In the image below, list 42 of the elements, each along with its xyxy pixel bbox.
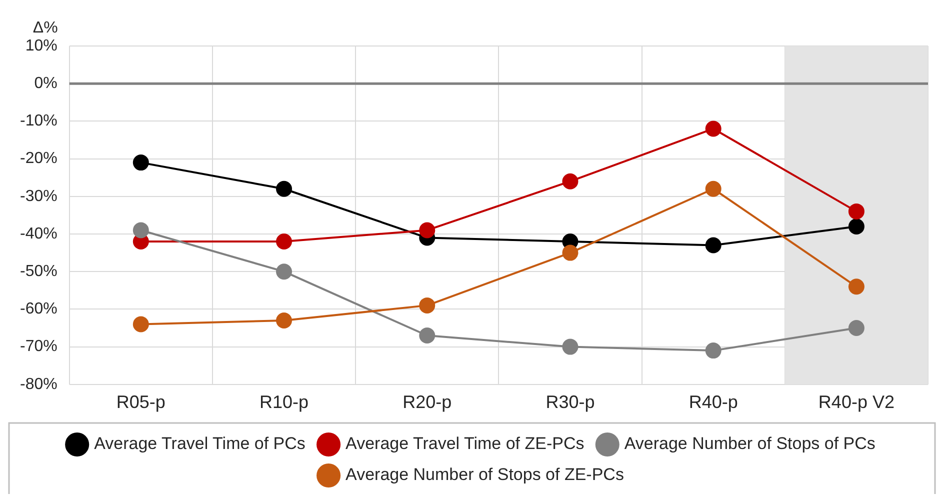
point: [848, 203, 864, 220]
legend-label: Average Travel Time of ZE-PCs: [346, 434, 584, 454]
point: [848, 218, 864, 234]
point: [419, 328, 436, 344]
point: [419, 222, 436, 238]
point: [276, 180, 292, 197]
y-tick-label: -40%: [20, 225, 58, 242]
point: [276, 312, 292, 328]
point: [848, 320, 864, 336]
legend-label: Average Number of Stops of PCs: [624, 434, 876, 454]
y-tick-label: -60%: [20, 300, 58, 318]
point: [132, 316, 149, 332]
legend-label: Average Travel Time of PCs: [94, 434, 306, 454]
point: [562, 244, 578, 261]
x-tick-label: R40-p: [688, 392, 738, 412]
x-tick-label: R10-p: [260, 392, 309, 412]
x-tick-label: R30-p: [546, 392, 595, 412]
point: [705, 237, 722, 254]
y-tick-label: -30%: [20, 188, 58, 205]
point: [276, 264, 292, 280]
y-tick-label: -50%: [20, 263, 58, 280]
point: [562, 338, 578, 355]
point: [705, 180, 722, 197]
y-tick-label: -20%: [20, 150, 58, 168]
x-tick-label: R05-p: [116, 392, 166, 412]
x-tick-label: R20-p: [402, 392, 452, 412]
y-tick-label: 0%: [34, 75, 58, 92]
point: [276, 234, 292, 250]
y-tick-label: -10%: [20, 112, 58, 130]
legend-label: Average Number of Stops of ZE-PCs: [346, 465, 624, 484]
point: [705, 120, 722, 137]
point: [562, 173, 578, 190]
y-axis-title: Δ%: [32, 19, 58, 36]
point: [419, 297, 436, 314]
y-tick-label: -80%: [20, 376, 58, 393]
x-tick-label: R40-p V2: [818, 392, 894, 412]
point: [848, 278, 864, 295]
point: [705, 342, 722, 359]
y-tick-label: 10%: [25, 37, 58, 54]
point: [132, 222, 149, 238]
y-tick-label: -70%: [20, 338, 58, 356]
point: [132, 154, 149, 171]
